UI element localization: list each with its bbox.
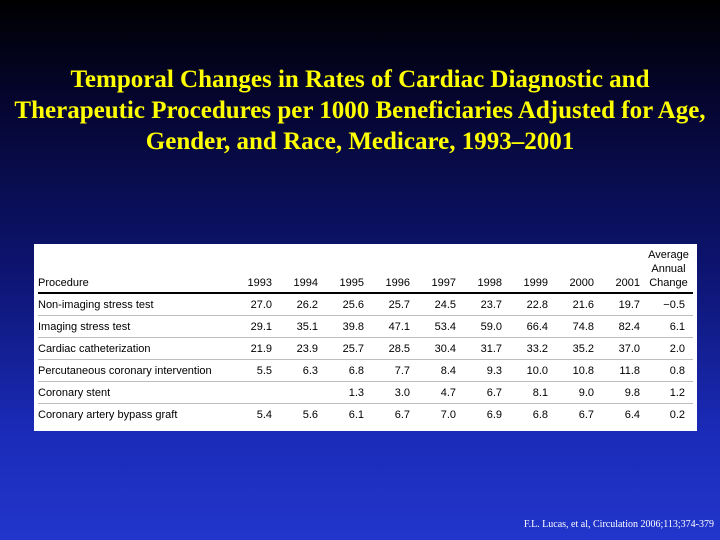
year-column-header: 2000 [552, 248, 598, 294]
rate-value-cell: 27.0 [230, 293, 276, 316]
rate-value-cell: 25.6 [322, 293, 368, 316]
table-body: Non-imaging stress test 27.0 26.2 25.6 25.7 2… [38, 293, 693, 425]
procedure-name-cell: Percutaneous coronary intervention [38, 359, 230, 382]
rate-value-cell: 3.0 [368, 381, 414, 404]
procedure-name-cell: Cardiac catheterization [38, 337, 230, 360]
rate-value-cell [276, 381, 322, 404]
average-annual-change-cell: 6.1 [644, 315, 693, 338]
rate-value-cell: 35.1 [276, 315, 322, 338]
rate-value-cell: 74.8 [552, 315, 598, 338]
rate-value-cell: 10.0 [506, 359, 552, 382]
rate-value-cell: 31.7 [460, 337, 506, 360]
rate-value-cell: 6.3 [276, 359, 322, 382]
rate-value-cell: 7.7 [368, 359, 414, 382]
table-header-row: Procedure 1993 1994 1995 1996 1997 1998 … [38, 248, 693, 294]
table-panel: Procedure 1993 1994 1995 1996 1997 1998 … [34, 244, 697, 431]
average-annual-change-cell: 0.8 [644, 359, 693, 382]
rate-value-cell: 6.1 [348, 408, 364, 421]
year-column-header: 2001 [598, 248, 644, 294]
rate-value-cell: 8.4 [414, 359, 460, 382]
avg-header-line: Annual [651, 263, 686, 275]
rate-value-cell: 37.0 [598, 337, 644, 360]
rate-value-cell: 39.8 [322, 315, 368, 338]
rate-value-cell: 21.9 [230, 337, 276, 360]
year-column-header: 1997 [414, 248, 460, 294]
rate-value-cell: 5.4 [256, 408, 272, 421]
slide-title: Temporal Changes in Rates of Cardiac Dia… [14, 66, 706, 155]
procedure-name-cell: Coronary stent [38, 381, 230, 404]
rate-value-cell: 1.3 [322, 381, 368, 404]
average-annual-change-cell: 1.2 [644, 381, 693, 404]
rate-value-cell: 47.1 [368, 315, 414, 338]
year-column-header: 1994 [276, 248, 322, 294]
rate-value-cell: 19.7 [598, 293, 644, 316]
average-annual-change-cell: 2.0 [644, 337, 693, 360]
rate-value-cell: 59.0 [460, 315, 506, 338]
table-row: Imaging stress test 29.1 35.1 39.8 47.1 53.4 5… [38, 315, 693, 338]
rate-value-cell: 25.7 [368, 293, 414, 316]
year-column-header: 1993 [230, 248, 276, 294]
rate-value-cell: 6.9 [486, 408, 502, 421]
average-annual-change-cell: 0.2 [669, 408, 685, 421]
rate-value-cell: 33.2 [506, 337, 552, 360]
rate-value-cell: 6.7 [394, 408, 410, 421]
table-row: Cardiac catheterization 21.9 23.9 25.7 28.5 3… [38, 337, 693, 360]
year-column-header: 1999 [506, 248, 552, 294]
rate-value-cell: 66.4 [506, 315, 552, 338]
table-row: Non-imaging stress test 27.0 26.2 25.6 25.7 2… [38, 293, 693, 316]
rate-value-cell: 82.4 [598, 315, 644, 338]
rate-value-cell: 6.8 [532, 408, 548, 421]
rate-value-cell: 10.8 [552, 359, 598, 382]
rate-value-cell: 23.9 [276, 337, 322, 360]
average-annual-change-header: Average Annual Change [644, 248, 693, 294]
rate-value-cell: 53.4 [414, 315, 460, 338]
rate-value-cell: 28.5 [368, 337, 414, 360]
rate-value-cell: 4.7 [414, 381, 460, 404]
rate-value-cell: 6.8 [322, 359, 368, 382]
rate-value-cell: 24.5 [414, 293, 460, 316]
rate-value-cell [230, 381, 276, 404]
rate-value-cell: 11.8 [598, 359, 644, 382]
rate-value-cell: 6.4 [624, 408, 640, 421]
rate-value-cell: 21.6 [552, 293, 598, 316]
rate-value-cell: 8.1 [506, 381, 552, 404]
procedure-name-cell: Imaging stress test [38, 315, 230, 338]
table-row: Coronary stent 1.3 3.0 4.7 6.7 8.1 9.0 9.8 1.2 [38, 381, 693, 404]
year-column-header: 1996 [368, 248, 414, 294]
citation: F.L. Lucas, et al, Circulation 2006;113;… [523, 519, 714, 530]
procedure-column-header: Procedure [38, 248, 230, 294]
average-annual-change-cell: −0.5 [644, 293, 693, 316]
rate-value-cell: 9.8 [598, 381, 644, 404]
rate-value-cell: 35.2 [552, 337, 598, 360]
procedure-name-cell: Coronary artery bypass graft [38, 408, 178, 421]
rate-value-cell: 5.6 [302, 408, 318, 421]
rate-value-cell: 6.7 [460, 381, 506, 404]
rate-value-cell: 23.7 [460, 293, 506, 316]
avg-header-line: Average [648, 249, 689, 261]
table-row: Coronary artery bypass graft 5.4 5.6 6.1 6.7… [38, 404, 693, 426]
rate-value-cell: 6.7 [578, 408, 594, 421]
table-row: Percutaneous coronary intervention 5.5 6.3… [38, 359, 693, 382]
rate-value-cell: 7.0 [440, 408, 456, 421]
year-column-header: 1998 [460, 248, 506, 294]
avg-header-line: Change [649, 277, 688, 289]
rate-value-cell: 5.5 [230, 359, 276, 382]
procedure-rates-table: Procedure 1993 1994 1995 1996 1997 1998 … [38, 248, 693, 425]
rate-value-cell: 30.4 [414, 337, 460, 360]
rate-value-cell: 26.2 [276, 293, 322, 316]
rate-value-cell: 9.3 [460, 359, 506, 382]
rate-value-cell: 22.8 [506, 293, 552, 316]
procedure-name-cell: Non-imaging stress test [38, 293, 230, 316]
rate-value-cell: 25.7 [322, 337, 368, 360]
year-column-header: 1995 [322, 248, 368, 294]
rate-value-cell: 9.0 [552, 381, 598, 404]
rate-value-cell: 29.1 [230, 315, 276, 338]
